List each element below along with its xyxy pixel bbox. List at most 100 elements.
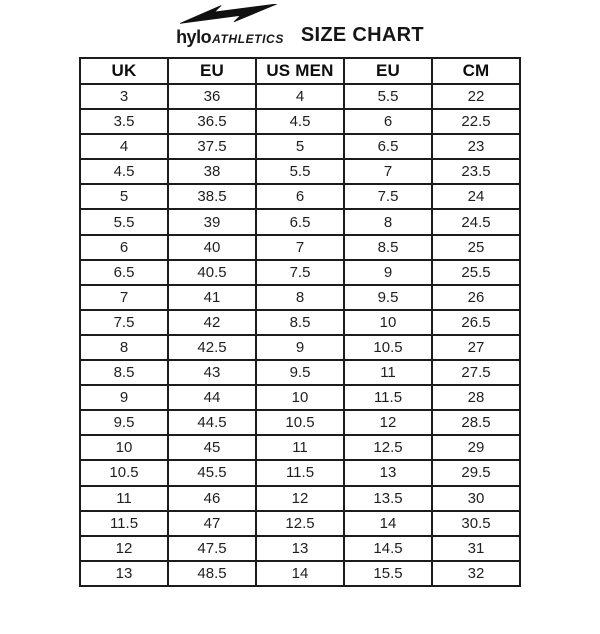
table-cell: 9.5 [343,283,433,311]
table-cell: 14 [343,509,433,537]
table-row: 3.5 36.5 4.5 6 22.5 [79,108,521,136]
table-cell: 7 [79,283,169,311]
table-cell: 27 [431,333,521,362]
table-cell: 8 [255,283,345,311]
table-cell: 32 [431,559,521,587]
table-cell: 22 [431,82,521,111]
table-cell: 14 [255,559,345,587]
table-cell: 6 [79,233,169,261]
table-row: 9 44 10 11.5 28 [79,384,521,412]
masthead: hylo ATHLETICS SIZE CHART [0,4,600,46]
table-cell: 29 [431,434,521,462]
table-cell: 31 [431,534,521,562]
table-row: 6 40 7 8.5 25 [79,233,521,261]
table-cell: 47.5 [167,534,257,562]
table-cell: 11.5 [255,459,345,487]
table-cell: 10 [255,384,345,412]
table-cell: 10 [79,434,169,462]
table-cell: 37.5 [167,133,257,161]
table-cell: 12.5 [255,509,345,537]
table-cell: 10.5 [79,459,169,487]
column-header: EU [167,57,257,85]
table-cell: 12.5 [343,434,433,462]
table-row: 9.5 44.5 10.5 12 28.5 [79,409,521,437]
table-cell: 13 [255,534,345,562]
table-cell: 12 [343,409,433,437]
table-cell: 39 [167,208,257,236]
table-row: 11 46 12 13.5 30 [79,484,521,512]
table-row: 12 47.5 13 14.5 31 [79,534,521,562]
table-cell: 22.5 [431,108,521,136]
brand-logo: hylo ATHLETICS [176,4,284,46]
table-cell: 6.5 [79,258,169,286]
table-cell: 15.5 [343,559,433,587]
table-cell: 6.5 [255,208,345,236]
table-cell: 9 [343,258,433,286]
size-table-header-row: UK EU US MEN EU CM [79,57,521,85]
table-cell: 14.5 [343,534,433,562]
table-cell: 10.5 [255,409,345,437]
table-cell: 38 [167,158,257,186]
table-cell: 8 [79,333,169,362]
size-table-container: UK EU US MEN EU CM 3 36 4 5.5 22 3.5 36.5 4.5 6 22.5 4… [79,57,521,587]
table-row: 11.5 47 12.5 14 30.5 [79,509,521,537]
table-cell: 42.5 [167,333,257,362]
table-cell: 9 [79,384,169,412]
table-cell: 28.5 [431,409,521,437]
table-cell: 11 [79,484,169,512]
table-row: 8 42.5 9 10.5 27 [79,333,521,362]
table-cell: 9 [255,333,345,362]
table-cell: 3.5 [79,108,169,136]
table-cell: 36.5 [167,108,257,136]
table-cell: 5.5 [79,208,169,236]
table-cell: 8 [343,208,433,236]
table-cell: 10 [343,308,433,336]
table-cell: 4 [79,133,169,161]
table-cell: 40.5 [167,258,257,286]
table-cell: 9.5 [79,409,169,437]
table-cell: 40 [167,233,257,261]
table-row: 3 36 4 5.5 22 [79,82,521,111]
table-row: 10 45 11 12.5 29 [79,434,521,462]
table-cell: 3 [79,82,169,111]
table-cell: 11.5 [343,384,433,412]
table-cell: 7.5 [343,183,433,211]
table-cell: 6.5 [343,133,433,161]
page-title: SIZE CHART [300,24,424,46]
table-cell: 12 [255,484,345,512]
table-cell: 24 [431,183,521,211]
column-header: CM [431,57,521,85]
table-cell: 11 [255,434,345,462]
table-cell: 26 [431,283,521,311]
table-cell: 5 [79,183,169,211]
brand-name-secondary: ATHLETICS [212,32,284,46]
table-cell: 8.5 [255,308,345,336]
table-cell: 25.5 [431,258,521,286]
table-cell: 30.5 [431,509,521,537]
brand-wordmark: hylo ATHLETICS [176,28,284,46]
table-cell: 28 [431,384,521,412]
table-cell: 4 [255,82,345,111]
table-cell: 43 [167,359,257,387]
table-row: 6.5 40.5 7.5 9 25.5 [79,258,521,286]
table-cell: 13 [343,459,433,487]
table-cell: 7.5 [79,308,169,336]
table-cell: 7 [255,233,345,261]
table-row: 4 37.5 5 6.5 23 [79,133,521,161]
table-cell: 45.5 [167,459,257,487]
table-row: 13 48.5 14 15.5 32 [79,559,521,587]
table-cell: 5 [255,133,345,161]
table-cell: 11 [343,359,433,387]
table-cell: 7 [343,158,433,186]
table-cell: 6 [343,108,433,136]
table-cell: 25 [431,233,521,261]
table-cell: 10.5 [343,333,433,362]
column-header: US MEN [255,57,345,85]
table-cell: 5.5 [343,82,433,111]
table-cell: 47 [167,509,257,537]
table-row: 10.5 45.5 11.5 13 29.5 [79,459,521,487]
table-cell: 30 [431,484,521,512]
size-table-body: 3 36 4 5.5 22 3.5 36.5 4.5 6 22.5 4 37.5 5 6.5 23 4.5 38… [79,82,521,587]
table-cell: 4.5 [255,108,345,136]
